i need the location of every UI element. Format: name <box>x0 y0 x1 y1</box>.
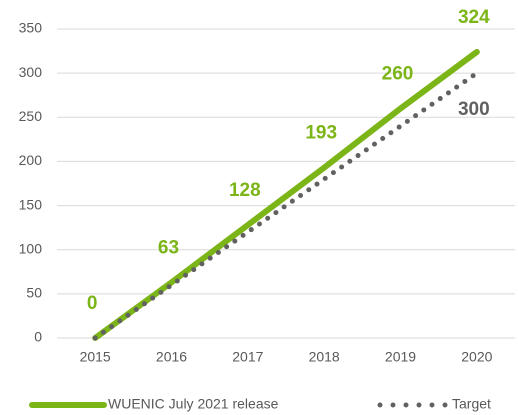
legend-label: WUENIC July 2021 release <box>108 396 279 412</box>
y-tick-label: 200 <box>19 152 43 168</box>
data-label: 260 <box>382 63 414 84</box>
data-label: 324 <box>458 7 490 28</box>
series-line <box>92 70 480 341</box>
data-label: 300 <box>458 99 490 120</box>
y-tick-label: 100 <box>19 240 43 256</box>
y-tick-label: 250 <box>19 108 43 124</box>
y-tick-label: 50 <box>26 285 42 301</box>
data-label: 0 <box>87 293 98 314</box>
x-tick-label: 2016 <box>156 349 187 365</box>
y-tick-label: 350 <box>19 20 43 36</box>
x-tick-label: 2017 <box>232 349 263 365</box>
legend-label: Target <box>452 396 491 412</box>
y-tick-label: 0 <box>34 329 42 345</box>
x-tick-label: 2015 <box>80 349 111 365</box>
x-tick-label: 2020 <box>461 349 492 365</box>
data-label: 63 <box>158 237 179 258</box>
series-line <box>92 48 480 341</box>
y-tick-label: 150 <box>19 196 43 212</box>
data-label: 128 <box>229 180 261 201</box>
y-tick-label: 300 <box>19 64 43 80</box>
data-label: 193 <box>305 123 337 144</box>
x-tick-label: 2019 <box>385 349 416 365</box>
x-tick-label: 2018 <box>309 349 340 365</box>
